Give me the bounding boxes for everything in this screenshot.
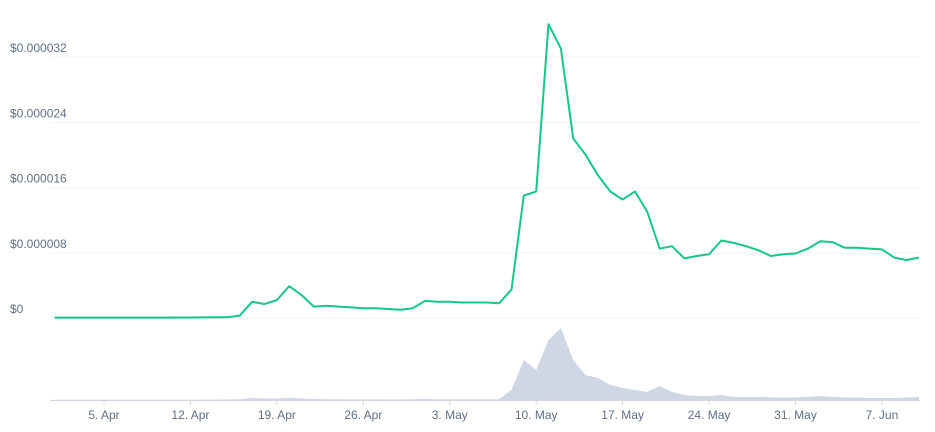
x-tick-label: 3. May (432, 408, 468, 422)
x-tick-label: 12. Apr (171, 408, 209, 422)
y-tick-label: $0.000008 (10, 237, 67, 251)
x-tick-label: 24. May (688, 408, 731, 422)
volume-area (54, 328, 920, 400)
price-line (54, 23, 920, 319)
x-tick-label: 26. Apr (344, 408, 382, 422)
y-tick-label: $0.000032 (10, 41, 67, 55)
x-tick-label: 17. May (601, 408, 644, 422)
x-tick-label: 7. Jun (866, 408, 899, 422)
x-tick-label: 19. Apr (258, 408, 296, 422)
y-tick-label: $0.000024 (10, 106, 67, 120)
x-tick-label: 10. May (515, 408, 558, 422)
x-tick-label: 31. May (774, 408, 817, 422)
x-tick-label: 5. Apr (88, 408, 119, 422)
y-tick-label: $0 (10, 302, 24, 316)
y-tick-label: $0.000016 (10, 172, 67, 186)
